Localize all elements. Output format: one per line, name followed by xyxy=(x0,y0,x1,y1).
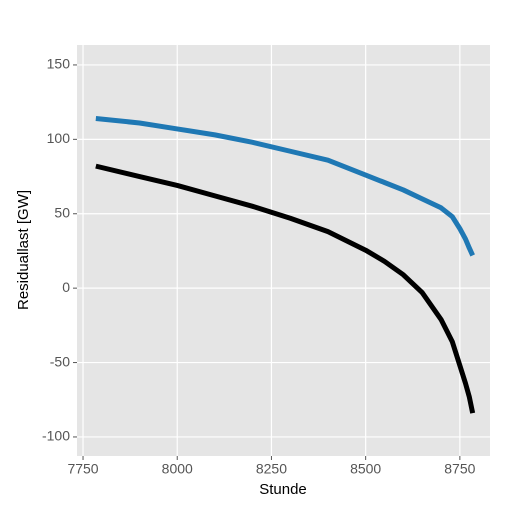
x-tick-label: 7750 xyxy=(67,461,98,477)
y-tick-label: 0 xyxy=(62,279,70,295)
series-line xyxy=(95,116,475,257)
y-tick-label: 150 xyxy=(47,56,71,72)
y-axis-title: Residuallast [GW] xyxy=(15,190,32,310)
x-tick-label: 8500 xyxy=(350,461,381,477)
x-axis-title: Stunde xyxy=(259,481,307,498)
x-tick-label: 8000 xyxy=(162,461,193,477)
y-tick-label: 50 xyxy=(54,204,70,220)
y-tick-label: -50 xyxy=(50,353,70,369)
series-line xyxy=(95,163,476,414)
x-tick-label: 8750 xyxy=(444,461,475,477)
x-tick-label: 8250 xyxy=(256,461,287,477)
y-tick-label: 100 xyxy=(47,130,71,146)
y-tick-label: -100 xyxy=(42,428,70,444)
plot-panel xyxy=(77,45,490,456)
